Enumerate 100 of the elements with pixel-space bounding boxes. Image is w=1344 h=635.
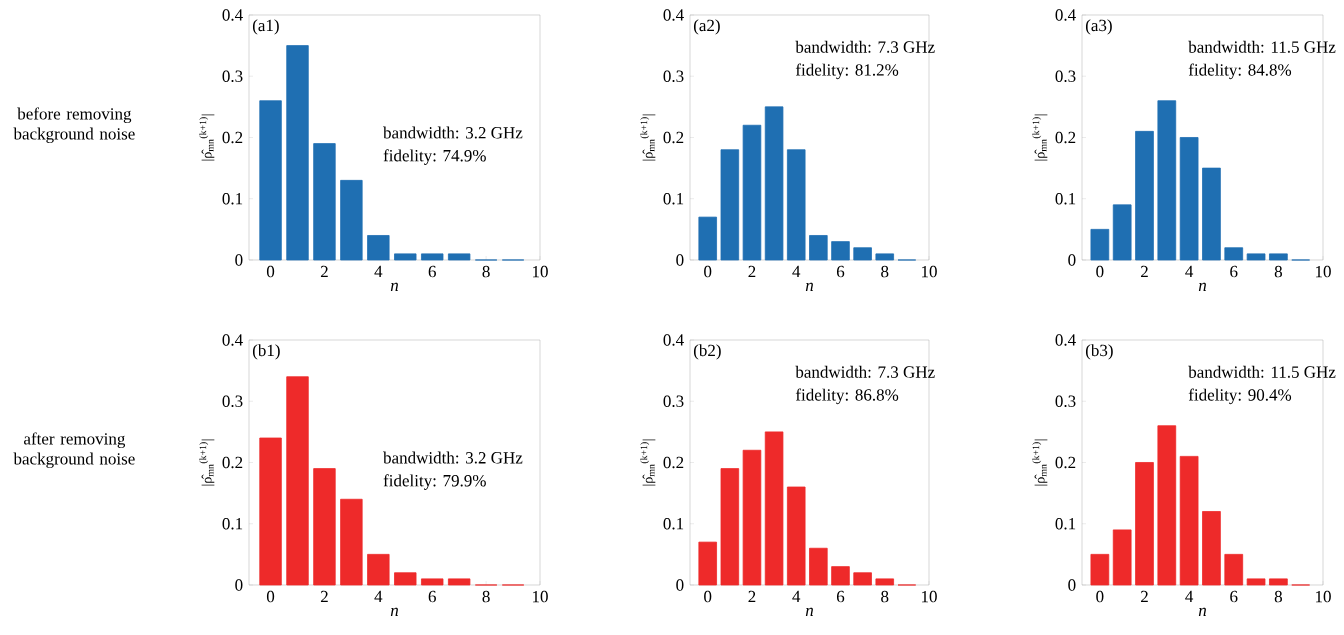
x-axis-title: n bbox=[390, 607, 399, 616]
y-tick-label: 0.4 bbox=[222, 9, 243, 21]
y-axis-title: |ρ̂$_{mn}$$^{(k+1)}$| bbox=[640, 439, 656, 486]
bar bbox=[421, 253, 444, 261]
annotation: bandwidth: 7.3 GHz bbox=[795, 40, 935, 53]
x-tick-label: 8 bbox=[482, 265, 490, 278]
annotation: (a2) bbox=[693, 19, 720, 35]
bar bbox=[1269, 578, 1288, 586]
bar bbox=[1112, 204, 1132, 261]
y-tick-label: 0.2 bbox=[663, 456, 684, 469]
y-tick-label: 0.1 bbox=[222, 517, 243, 530]
bar bbox=[831, 241, 850, 261]
x-tick-label: 10 bbox=[1316, 590, 1331, 603]
x-axis-title: n bbox=[1198, 282, 1207, 291]
x-tick-label: 2 bbox=[1141, 265, 1148, 278]
x-tick-label: 8 bbox=[881, 265, 889, 278]
x-tick-label: 8 bbox=[482, 590, 490, 603]
y-tick-label: 0.4 bbox=[663, 334, 684, 346]
y-tick-label: 0 bbox=[235, 254, 243, 266]
bar bbox=[1269, 253, 1288, 261]
bar bbox=[367, 553, 390, 586]
annotation: bandwidth: 11.5 GHz bbox=[1188, 365, 1336, 378]
annotation: bandwidth: 3.2 GHz bbox=[383, 451, 523, 464]
bar bbox=[259, 100, 282, 261]
y-tick-label: 0.2 bbox=[1055, 456, 1076, 469]
x-axis-title: n bbox=[805, 282, 814, 291]
x-tick-label: 8 bbox=[1274, 265, 1282, 278]
annotation: fidelity: 74.9% bbox=[383, 149, 486, 165]
x-tick-label: 0 bbox=[266, 590, 275, 603]
bar bbox=[764, 106, 784, 261]
x-tick-label: 4 bbox=[1185, 265, 1194, 278]
x-tick-label: 10 bbox=[922, 265, 937, 278]
x-tick-label: 6 bbox=[428, 265, 436, 278]
bar bbox=[1112, 529, 1132, 586]
bar bbox=[286, 376, 309, 586]
y-tick-label: 0 bbox=[676, 254, 684, 266]
text: before removing background noise bbox=[13, 107, 135, 144]
bar bbox=[742, 449, 762, 586]
x-tick-label: 0 bbox=[266, 265, 275, 278]
annotation: bandwidth: 11.5 GHz bbox=[1188, 40, 1336, 53]
y-tick-label: 0.1 bbox=[222, 192, 243, 205]
x-tick-label: 10 bbox=[532, 265, 548, 278]
bar bbox=[875, 253, 894, 261]
x-tick-label: 2 bbox=[320, 265, 328, 278]
y-axis-title: |ρ̂$_{mn}$$^{(k+1)}$| bbox=[640, 114, 656, 161]
bar bbox=[340, 179, 363, 261]
x-tick-label: 4 bbox=[374, 590, 383, 603]
bar bbox=[394, 572, 417, 586]
y-axis-title: |ρ̂$_{mn}$$^{(k+1)}$| bbox=[199, 439, 215, 486]
y-tick-label: 0.2 bbox=[222, 456, 243, 469]
bar bbox=[1157, 100, 1177, 261]
annotation: fidelity: 81.2% bbox=[795, 63, 899, 80]
bar bbox=[1246, 578, 1266, 586]
bar bbox=[853, 247, 872, 261]
bar bbox=[394, 253, 417, 261]
y-tick-label: 0.4 bbox=[1055, 334, 1076, 346]
bar bbox=[313, 468, 336, 586]
annotation: fidelity: 79.9% bbox=[383, 474, 486, 490]
x-tick-label: 2 bbox=[320, 590, 328, 603]
y-tick-label: 0.2 bbox=[222, 131, 243, 144]
y-tick-label: 0 bbox=[1068, 579, 1076, 591]
bar bbox=[1224, 247, 1244, 261]
x-tick-label: 0 bbox=[1096, 265, 1104, 278]
y-tick-label: 0.4 bbox=[222, 334, 243, 346]
annotation: bandwidth: 3.2 GHz bbox=[383, 126, 523, 139]
bar bbox=[742, 124, 762, 261]
y-tick-label: 0.3 bbox=[222, 395, 243, 408]
bar bbox=[259, 437, 282, 586]
x-tick-label: 10 bbox=[922, 590, 937, 603]
x-tick-label: 8 bbox=[1274, 590, 1282, 603]
annotation: (b2) bbox=[693, 344, 721, 360]
y-tick-label: 0.2 bbox=[1055, 131, 1076, 144]
bar bbox=[447, 578, 471, 586]
bar bbox=[421, 578, 444, 586]
bar bbox=[809, 235, 828, 261]
y-tick-label: 0 bbox=[676, 579, 684, 591]
x-tick-label: 4 bbox=[1185, 590, 1194, 603]
annotation: bandwidth: 7.3 GHz bbox=[795, 365, 935, 378]
x-tick-label: 0 bbox=[704, 590, 712, 603]
x-tick-label: 2 bbox=[748, 590, 756, 603]
x-tick-label: 2 bbox=[748, 265, 756, 278]
annotation: (b3) bbox=[1085, 344, 1113, 360]
y-tick-label: 0.3 bbox=[222, 70, 243, 83]
bar bbox=[1246, 253, 1266, 261]
x-tick-label: 6 bbox=[1230, 590, 1238, 603]
bar bbox=[853, 572, 872, 586]
y-tick-label: 0.1 bbox=[663, 192, 684, 205]
x-tick-label: 4 bbox=[792, 265, 801, 278]
x-tick-label: 0 bbox=[704, 265, 712, 278]
bar bbox=[1202, 511, 1221, 586]
y-tick-label: 0.3 bbox=[663, 70, 684, 83]
bar bbox=[720, 149, 740, 261]
y-tick-label: 0.3 bbox=[663, 395, 684, 408]
bar bbox=[786, 149, 806, 261]
bar bbox=[698, 216, 717, 261]
bar bbox=[698, 541, 717, 586]
y-axis-title: |ρ̂$_{mn}$$^{(k+1)}$| bbox=[1032, 114, 1048, 161]
bar bbox=[340, 498, 363, 586]
annotation: (a1) bbox=[252, 19, 279, 35]
annotation: fidelity: 90.4% bbox=[1188, 388, 1292, 405]
